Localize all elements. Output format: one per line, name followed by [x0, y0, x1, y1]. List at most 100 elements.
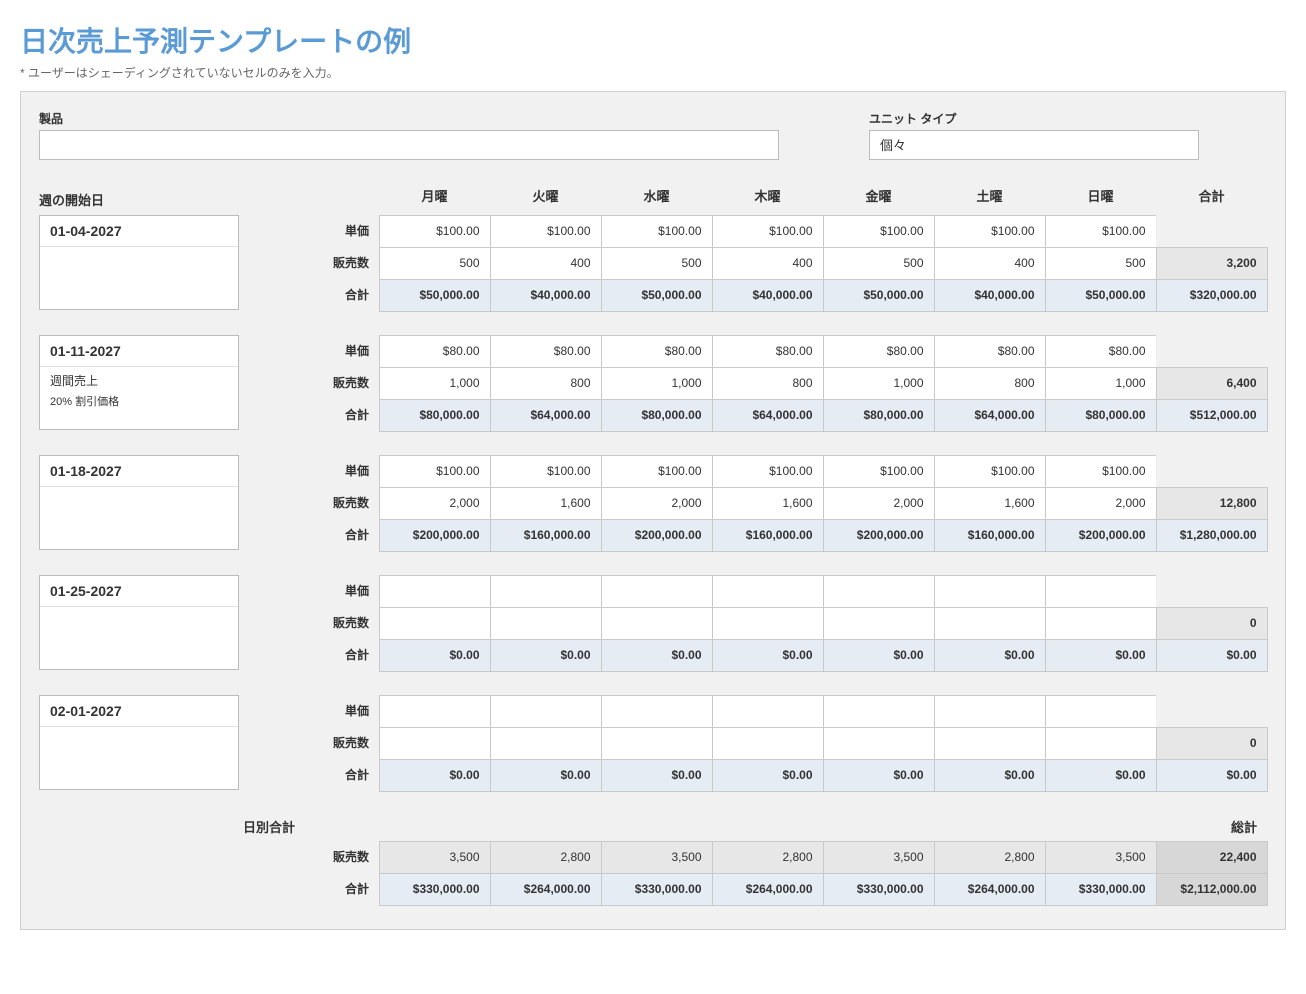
total-cell: $0.00 — [1156, 639, 1268, 672]
price-cell[interactable]: $80.00 — [712, 335, 824, 368]
price-cell[interactable]: $80.00 — [601, 335, 713, 368]
qty-cell[interactable]: 2,000 — [601, 487, 713, 520]
price-cell[interactable] — [490, 575, 602, 608]
total-cell: $80,000.00 — [1045, 399, 1157, 432]
price-cell[interactable]: $100.00 — [379, 215, 491, 248]
daily-total-cell: $330,000.00 — [823, 873, 935, 906]
qty-cell[interactable] — [823, 727, 935, 760]
price-cell[interactable]: $80.00 — [490, 335, 602, 368]
qty-cell[interactable]: 800 — [490, 367, 602, 400]
qty-cell[interactable] — [712, 607, 824, 640]
daily-total-cell: $264,000.00 — [934, 873, 1046, 906]
product-input[interactable] — [39, 130, 779, 160]
price-cell[interactable]: $100.00 — [490, 455, 602, 488]
total-cell: $0.00 — [712, 759, 824, 792]
price-cell[interactable]: $100.00 — [712, 215, 824, 248]
price-cell[interactable] — [601, 575, 713, 608]
qty-cell[interactable]: 2,000 — [823, 487, 935, 520]
price-cell[interactable] — [490, 695, 602, 728]
price-cell[interactable] — [712, 575, 824, 608]
qty-cell[interactable]: 1,600 — [490, 487, 602, 520]
week-date[interactable]: 01-04-2027 — [40, 216, 238, 247]
qty-cell[interactable]: 500 — [1045, 247, 1157, 280]
price-cell[interactable] — [1045, 695, 1157, 728]
week-date[interactable]: 02-01-2027 — [40, 696, 238, 727]
qty-cell[interactable]: 400 — [490, 247, 602, 280]
qty-cell[interactable] — [1045, 727, 1157, 760]
qty-cell[interactable] — [490, 727, 602, 760]
price-cell[interactable]: $100.00 — [1045, 215, 1157, 248]
price-cell[interactable]: $80.00 — [379, 335, 491, 368]
qty-cell[interactable]: 2,000 — [1045, 487, 1157, 520]
qty-cell[interactable] — [379, 727, 491, 760]
day-header: 日曜 — [1045, 182, 1156, 209]
row-label: 販売数 — [239, 487, 379, 519]
qty-cell[interactable]: 400 — [712, 247, 824, 280]
row-label: 合計 — [239, 399, 379, 431]
grand-total-label: 総計 — [1156, 815, 1267, 841]
qty-cell[interactable]: 1,000 — [823, 367, 935, 400]
qty-cell[interactable]: 1,000 — [601, 367, 713, 400]
price-cell[interactable] — [379, 575, 491, 608]
qty-cell[interactable]: 400 — [934, 247, 1046, 280]
qty-cell[interactable] — [1045, 607, 1157, 640]
qty-cell[interactable] — [934, 607, 1046, 640]
week-date[interactable]: 01-25-2027 — [40, 576, 238, 607]
price-cell[interactable]: $100.00 — [712, 455, 824, 488]
qty-cell[interactable] — [601, 607, 713, 640]
price-cell[interactable]: $100.00 — [490, 215, 602, 248]
price-cell[interactable]: $100.00 — [823, 455, 935, 488]
qty-cell[interactable]: 2,000 — [379, 487, 491, 520]
qty-cell[interactable] — [712, 727, 824, 760]
price-cell[interactable]: $100.00 — [823, 215, 935, 248]
daily-total-cell: $2,112,000.00 — [1156, 873, 1268, 906]
price-cell[interactable]: $80.00 — [934, 335, 1046, 368]
price-cell[interactable]: $100.00 — [934, 455, 1046, 488]
qty-cell[interactable]: 500 — [601, 247, 713, 280]
qty-cell[interactable]: 800 — [712, 367, 824, 400]
qty-cell[interactable]: 500 — [823, 247, 935, 280]
price-cell[interactable]: $100.00 — [601, 215, 713, 248]
price-cell[interactable]: $100.00 — [379, 455, 491, 488]
qty-cell[interactable] — [601, 727, 713, 760]
price-cell[interactable] — [934, 575, 1046, 608]
week-date[interactable]: 01-18-2027 — [40, 456, 238, 487]
qty-cell[interactable] — [934, 727, 1046, 760]
row-label: 単価 — [239, 215, 379, 247]
price-cell[interactable]: $100.00 — [934, 215, 1046, 248]
price-cell[interactable] — [1045, 575, 1157, 608]
total-cell: $200,000.00 — [1045, 519, 1157, 552]
total-cell: $40,000.00 — [934, 279, 1046, 312]
qty-cell[interactable] — [490, 607, 602, 640]
total-cell: $160,000.00 — [934, 519, 1046, 552]
week-date[interactable]: 01-11-2027 — [40, 336, 238, 367]
price-cell[interactable] — [601, 695, 713, 728]
week-note: 20% 割引価格 — [40, 391, 238, 417]
qty-cell[interactable] — [379, 607, 491, 640]
total-cell: $64,000.00 — [490, 399, 602, 432]
qty-cell[interactable]: 1,600 — [712, 487, 824, 520]
daily-total-cell: $330,000.00 — [1045, 873, 1157, 906]
price-cell[interactable] — [379, 695, 491, 728]
price-cell[interactable] — [823, 695, 935, 728]
price-cell[interactable]: $80.00 — [1045, 335, 1157, 368]
total-cell: $200,000.00 — [601, 519, 713, 552]
qty-cell[interactable]: 1,000 — [379, 367, 491, 400]
date-card: 01-11-2027週間売上20% 割引価格 — [39, 335, 239, 430]
qty-cell[interactable] — [823, 607, 935, 640]
row-label: 単価 — [239, 455, 379, 487]
qty-cell[interactable]: 500 — [379, 247, 491, 280]
price-cell[interactable] — [823, 575, 935, 608]
unit-type-input[interactable]: 個々 — [869, 130, 1199, 160]
daily-qty-cell: 3,500 — [823, 841, 935, 874]
price-cell[interactable] — [712, 695, 824, 728]
total-cell: $0.00 — [379, 639, 491, 672]
qty-cell[interactable]: 1,600 — [934, 487, 1046, 520]
price-cell[interactable] — [934, 695, 1046, 728]
row-label: 単価 — [239, 695, 379, 727]
price-cell[interactable]: $80.00 — [823, 335, 935, 368]
qty-cell[interactable]: 1,000 — [1045, 367, 1157, 400]
qty-cell[interactable]: 800 — [934, 367, 1046, 400]
price-cell[interactable]: $100.00 — [601, 455, 713, 488]
price-cell[interactable]: $100.00 — [1045, 455, 1157, 488]
